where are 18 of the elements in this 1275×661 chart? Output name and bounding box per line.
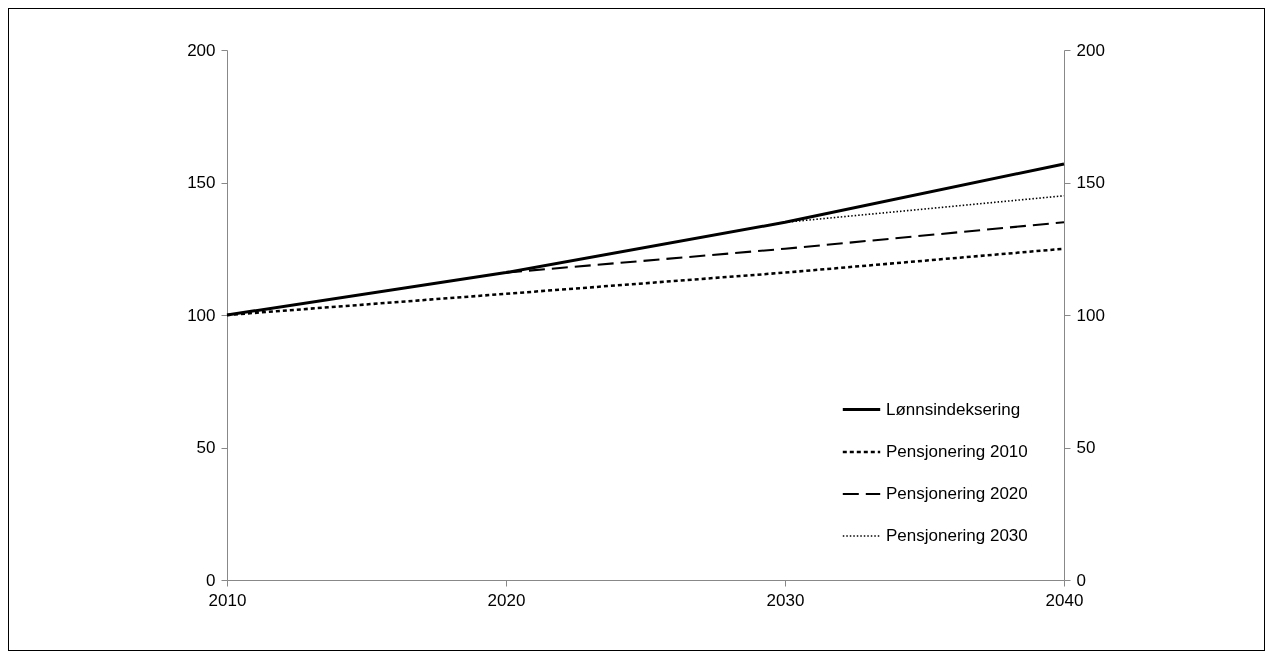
x-tick-label: 2040 [1045,590,1084,610]
x-tick-label: 2030 [766,590,805,610]
y2-tick-label: 0 [1076,570,1086,590]
y2-tick-label: 200 [1076,40,1105,60]
y2-tick-label: 100 [1076,305,1105,325]
x-tick-label: 2020 [487,590,526,610]
legend-label: Lønnsindeksering [886,399,1021,419]
y2-tick-label: 150 [1076,173,1105,192]
y2-tick-label: 50 [1076,438,1096,457]
x-tick-label: 2010 [208,590,247,610]
y-tick-label: 50 [196,438,216,457]
legend-label: Pensjonering 2030 [886,526,1028,545]
legend-label: Pensjonering 2010 [886,442,1028,461]
y-tick-label: 200 [187,40,216,60]
y-tick-label: 100 [187,305,216,325]
y-tick-label: 150 [187,173,216,192]
y-tick-label: 0 [206,570,216,590]
legend-label: Pensjonering 2020 [886,484,1028,503]
